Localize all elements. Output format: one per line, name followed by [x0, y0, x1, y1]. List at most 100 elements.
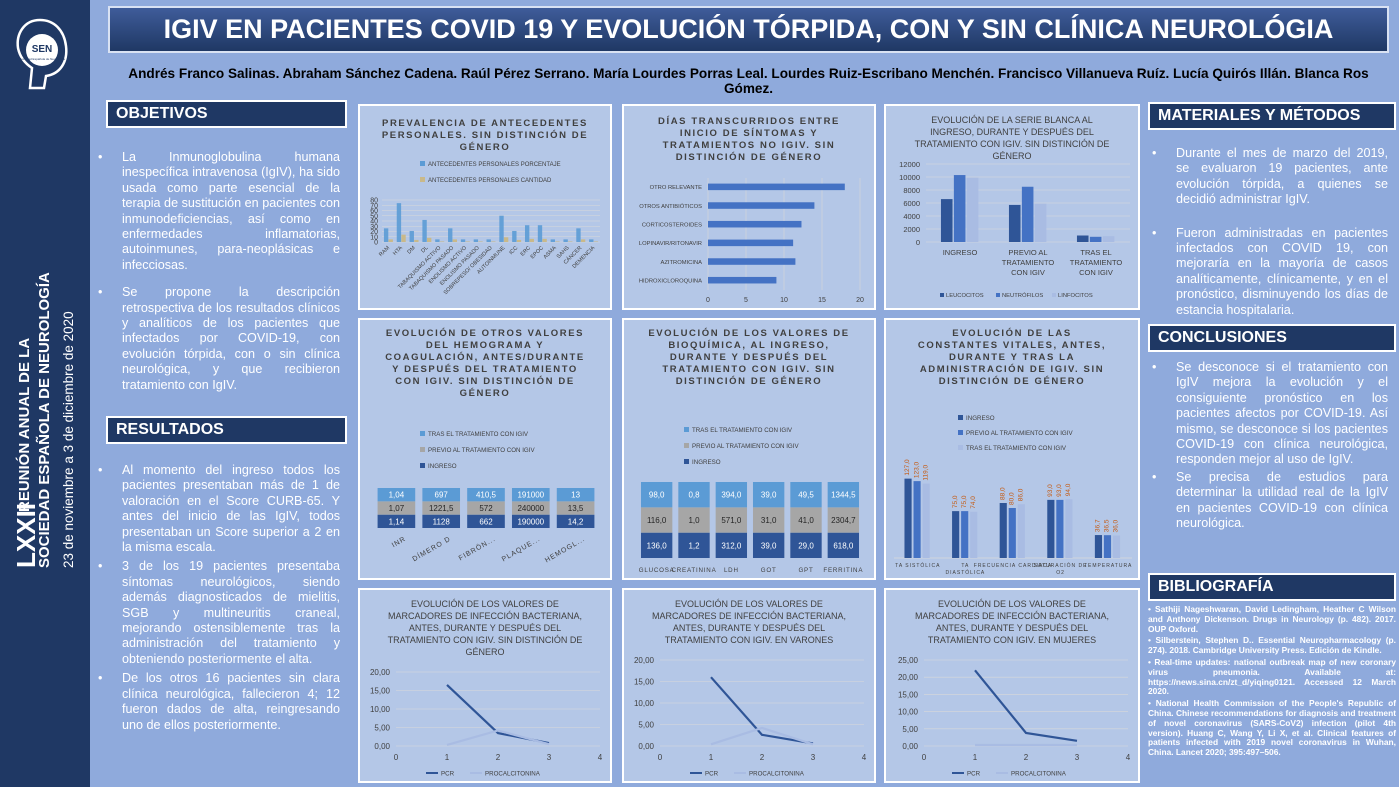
conclusiones-header: CONCLUSIONES [1148, 324, 1396, 352]
bar [1021, 186, 1034, 242]
y-tick-label: 15,00 [898, 690, 919, 699]
legend-label: ANTECEDENTES PERSONALES PORCENTAJE [428, 162, 561, 168]
x-tick-label: FIBRÓN... [457, 534, 497, 562]
bar-segment [640, 532, 673, 558]
x-tick-label: 1 [973, 753, 978, 762]
x-tick-label: GOT [761, 567, 777, 574]
x-tick-label: TRATAMIENTO [1002, 258, 1055, 267]
y-tick-label: 80 [370, 198, 378, 205]
legend-label: TRAS EL TRATAMIENTO CON IGIV [966, 445, 1067, 452]
resultados-item: Al momento del ingreso todos los pacient… [94, 463, 340, 555]
data-label: 1,2 [688, 541, 700, 550]
bar-segment [715, 507, 748, 533]
poster-title: IGIV EN PACIENTES COVID 19 Y EVOLUCIÓN T… [108, 6, 1389, 53]
x-tick-label: SATURACIÓN DE [1034, 562, 1088, 569]
chart-constantes: EVOLUCIÓN DE LAS CONSTANTES VITALES, ANT… [884, 318, 1140, 580]
data-label: 116,0 [647, 516, 667, 525]
bar [952, 511, 960, 558]
bar-segment [377, 488, 416, 502]
y-tick-label: 60 [370, 208, 378, 215]
legend-label: TRAS EL TRATAMIENTO CON IGIV [692, 427, 793, 434]
bar [1056, 499, 1064, 558]
bar [388, 239, 393, 242]
legend-label: PROCALCITONINA [485, 771, 541, 778]
bar [708, 239, 794, 247]
resultados-header: RESULTADOS [106, 416, 347, 444]
legend-label: INGRESO [428, 463, 457, 470]
x-tick-label: DÍMERO D [410, 534, 452, 563]
x-tick-label: TRATAMIENTO [1070, 258, 1123, 267]
bar-segment [511, 514, 550, 528]
bar [563, 239, 568, 242]
series-line [446, 729, 550, 746]
authors: Andrés Franco Salinas. Abraham Sánchez C… [128, 66, 1369, 96]
data-label: 86,0 [1018, 488, 1025, 501]
bar-segment [377, 514, 416, 528]
legend-label: PCR [441, 771, 455, 778]
y-tick-label: 0,00 [638, 742, 654, 751]
bar [537, 225, 543, 242]
legend-label: PCR [967, 771, 981, 778]
bar [499, 215, 504, 242]
bar [529, 238, 534, 242]
y-tick-label: 2000 [903, 225, 920, 234]
legend-swatch [420, 177, 425, 182]
bar [452, 239, 458, 242]
legend-swatch [958, 430, 963, 435]
bar [999, 503, 1007, 558]
legend-label: LEUCOCITOS [946, 293, 984, 299]
bar [503, 237, 509, 242]
resultados-item: 3 de los 19 pacientes presentaba síntoma… [94, 559, 340, 667]
bar [708, 220, 802, 228]
legend-swatch [958, 415, 963, 420]
x-tick-label: FERRITINA [823, 567, 863, 574]
legend-label: PREVIO AL TRATAMIENTO CON IGIV [428, 447, 535, 454]
chart-title: EVOLUCIÓN DE LOS VALORES DE MARCADORES D… [651, 599, 847, 645]
x-tick-label: ICC [508, 245, 519, 256]
data-label: 1,07 [389, 504, 405, 513]
bar [396, 203, 402, 242]
bar [1034, 203, 1047, 242]
x-tick-label: EPOC [530, 245, 545, 260]
bar [589, 239, 594, 242]
bar-segment [752, 482, 785, 508]
data-label: 1,14 [389, 517, 405, 526]
data-label: 98,0 [649, 491, 665, 500]
data-label: 41,0 [798, 516, 814, 525]
chart-bioquimica: EVOLUCIÓN DE LOS VALORES DE BIOQUÍMICA, … [622, 318, 876, 580]
bar [401, 234, 406, 242]
legend-swatch [420, 431, 425, 436]
y-tick-label: 10,00 [634, 699, 655, 708]
sen-logo-icon: SEN Sociedad Española de Neurología [16, 18, 68, 90]
logo-text: SEN [32, 44, 53, 55]
x-tick-label: 3 [811, 753, 816, 762]
y-tick-label: OTROS ANTIBIÓTICOS [639, 203, 702, 210]
bibliografia-header: BIBLIOGRAFÍA [1148, 573, 1396, 601]
chart-svg: 0 5 10 15 20 OTRO RELEVANTE OTROS ANTIBIÓTICOS… [639, 178, 864, 304]
bar-segment [511, 488, 550, 502]
y-tick-label: 0,00 [374, 742, 390, 751]
y-tick-label: 5,00 [374, 724, 390, 733]
chart-serie-blanca: EVOLUCIÓN DE LA SERIE BLANCA AL INGRESO,… [884, 104, 1140, 310]
x-tick-label: CREATININA [671, 567, 716, 574]
y-tick-label: AZITROMICINA [660, 260, 702, 266]
bar-segment [827, 482, 860, 508]
legend-swatch [996, 293, 1000, 297]
bar-segment [715, 482, 748, 508]
bar-segment [422, 514, 461, 528]
x-tick-label: 4 [1126, 753, 1131, 762]
bar [580, 239, 586, 242]
bar [1008, 204, 1021, 242]
x-tick-label: RAM [378, 245, 391, 258]
data-label: 240000 [517, 504, 544, 513]
legend-swatch [420, 447, 425, 452]
bar [966, 177, 979, 242]
data-label: 39,0 [761, 541, 777, 550]
bar [1017, 504, 1025, 558]
x-tick-label: LDH [724, 567, 739, 574]
x-tick-label: GLUCOSA [639, 567, 675, 574]
bar [422, 219, 427, 242]
bar [473, 239, 479, 242]
y-tick-label: 5,00 [638, 721, 654, 730]
data-label: 75,0 [961, 495, 968, 508]
